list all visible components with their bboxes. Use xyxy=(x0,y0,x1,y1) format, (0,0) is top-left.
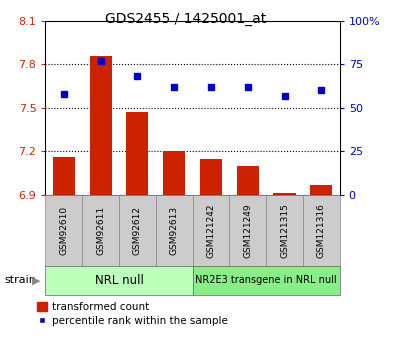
Text: GDS2455 / 1425001_at: GDS2455 / 1425001_at xyxy=(105,12,266,26)
Bar xyxy=(229,195,266,266)
Bar xyxy=(193,195,229,266)
Bar xyxy=(90,56,112,195)
Bar xyxy=(82,195,119,266)
Bar xyxy=(45,266,193,295)
Bar xyxy=(45,195,82,266)
Text: GSM92610: GSM92610 xyxy=(59,206,68,255)
Text: NRL null: NRL null xyxy=(94,274,143,287)
Text: GSM92612: GSM92612 xyxy=(133,206,142,255)
Bar xyxy=(200,159,222,195)
Text: GSM121249: GSM121249 xyxy=(243,203,252,258)
Legend: transformed count, percentile rank within the sample: transformed count, percentile rank withi… xyxy=(37,302,228,326)
Bar xyxy=(273,194,295,195)
Text: ▶: ▶ xyxy=(32,275,41,285)
Bar xyxy=(119,195,156,266)
Text: GSM92613: GSM92613 xyxy=(170,206,179,255)
Bar xyxy=(53,157,75,195)
Bar xyxy=(237,166,259,195)
Text: NR2E3 transgene in NRL null: NR2E3 transgene in NRL null xyxy=(195,275,337,285)
Text: GSM121316: GSM121316 xyxy=(317,203,326,258)
Bar xyxy=(163,151,185,195)
Bar xyxy=(156,195,193,266)
Bar xyxy=(193,266,340,295)
Text: GSM121315: GSM121315 xyxy=(280,203,289,258)
Text: GSM121242: GSM121242 xyxy=(207,203,215,257)
Bar xyxy=(303,195,340,266)
Bar xyxy=(126,112,149,195)
Bar xyxy=(266,195,303,266)
Text: GSM92611: GSM92611 xyxy=(96,206,105,255)
Bar xyxy=(310,185,332,195)
Text: strain: strain xyxy=(4,275,36,285)
